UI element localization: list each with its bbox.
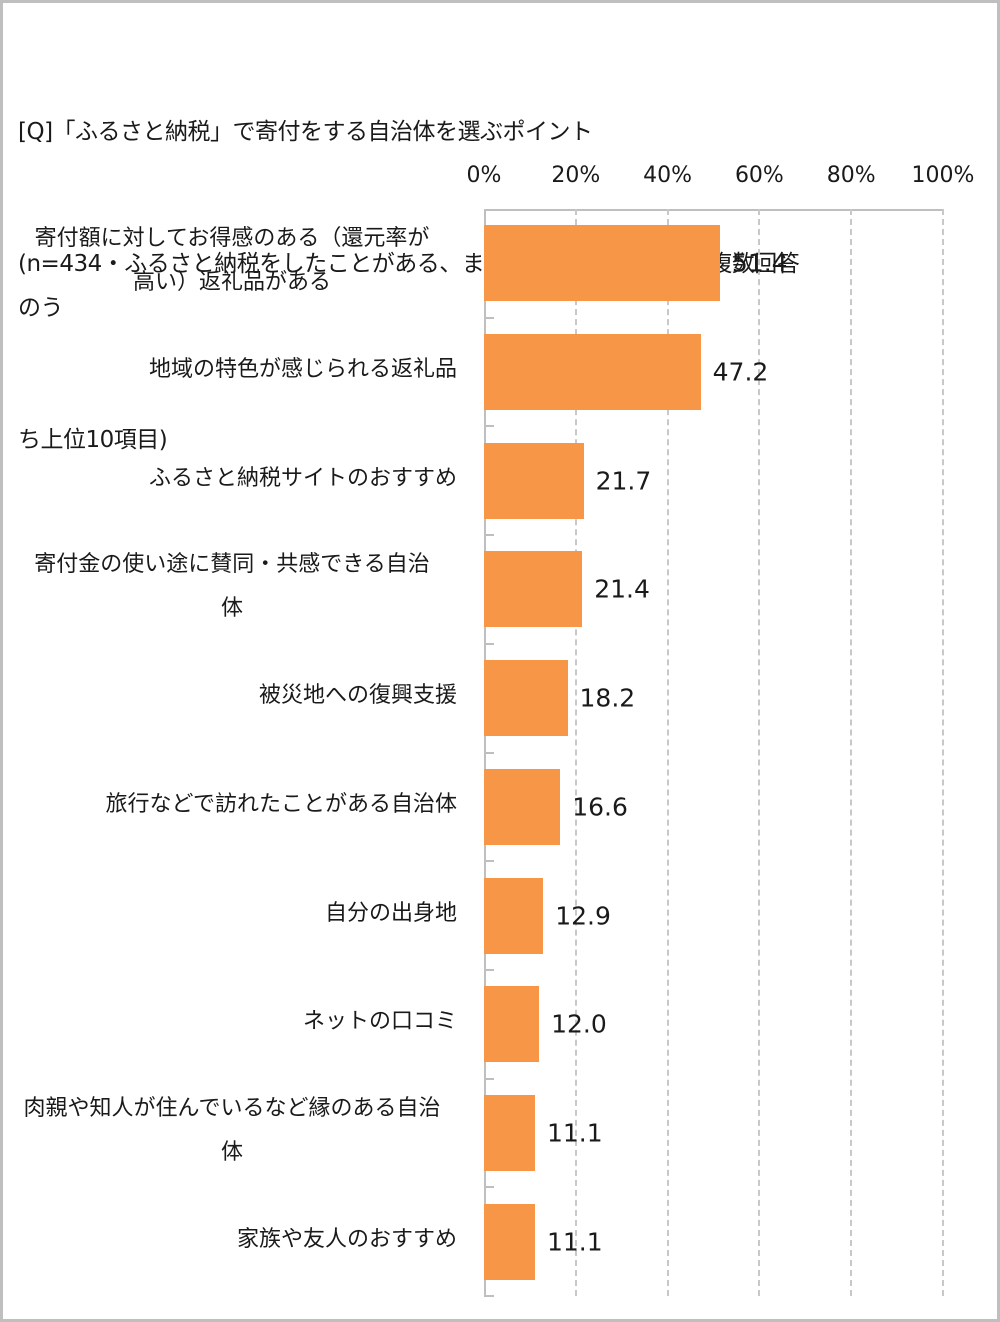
category-label: 寄付金の使い途に賛同・共感できる自治体 [7,543,457,631]
bar [484,334,701,411]
category-tick [484,425,494,428]
category-label-line-1: 自分の出身地 [324,900,457,926]
category-label: 被災地への復興支援 [7,674,457,718]
category-label-line-1: ふるさと納税サイトのおすすめ [148,465,457,491]
data-label: 16.6 [572,792,628,822]
title-line-1: [Q]「ふるさと納税」で寄付をする自治体を選ぶポイント [18,119,593,145]
category-label-line-1: 地域の特色が感じられる返礼品 [148,357,457,383]
category-label-line-1: 寄付金の使い途に賛同・共感できる自治 [34,552,430,578]
category-label-line-1: 被災地への復興支援 [258,683,457,709]
category-label: 旅行などで訪れたことがある自治体 [7,783,457,827]
data-label: 12.9 [555,901,611,931]
data-label: 12.0 [551,1009,607,1039]
category-tick [484,1077,494,1080]
data-label: 51.4 [731,248,788,278]
gridline [850,209,853,1296]
x-tick-label: 40% [643,163,693,188]
gridline [758,209,761,1296]
bar [484,660,568,737]
x-tick-label: 60% [734,163,784,188]
category-tick [484,968,494,971]
category-label-line-2: 体 [220,596,243,622]
category-label: ふるさと納税サイトのおすすめ [7,457,457,501]
bar [484,225,720,302]
x-tick-label: 20% [551,163,601,188]
data-label: 21.7 [595,466,652,496]
category-label: 寄付額に対してお得感のある（還元率が 高い）返礼品がある [7,217,457,305]
category-label: 家族や友人のおすすめ [7,1218,457,1262]
category-label: ネットの口コミ [7,1000,457,1044]
x-tick-label: 80% [826,163,876,188]
data-label: 11.1 [546,1227,603,1257]
category-tick [484,1186,494,1189]
bar [484,1094,535,1171]
bar [484,768,561,845]
bar [484,551,583,628]
gridline [942,209,944,1296]
category-label-line-2: 体 [220,1139,243,1165]
x-tick-label: 100% [911,163,975,188]
plot-top-border [484,209,943,211]
gridline [574,209,577,1296]
data-label: 47.2 [712,357,769,387]
data-label: 21.4 [594,574,650,604]
category-label-line-1: ネットの口コミ [302,1009,457,1035]
bar [484,442,584,519]
category-label: 自分の出身地 [7,892,457,936]
category-tick [484,534,494,537]
bar [484,1203,535,1280]
category-label-line-1: 寄付額に対してお得感のある（還元率が [34,226,430,252]
title-line-3: ち上位10項目) [18,427,168,453]
category-tick [484,1295,494,1297]
category-tick [484,751,494,754]
gridline [666,209,669,1296]
category-label: 肉親や知人が住んでいるなど縁のある自治体 [7,1087,457,1175]
category-label: 地域の特色が感じられる返礼品 [7,348,457,392]
category-label-line-1: 旅行などで訪れたことがある自治体 [105,791,457,817]
category-label-line-2: 高い）返礼品がある [132,270,331,296]
plot-area: 51.4 47.2 21.7 21.4 18.2 16.6 12.9 12.0 11.1 11.1 [484,209,944,1297]
x-tick-label: 0% [466,163,502,188]
data-label: 18.2 [579,683,636,713]
category-tick [484,860,494,863]
data-label: 11.1 [546,1118,603,1148]
bar [484,986,540,1063]
category-tick [484,642,494,645]
category-tick [484,316,494,319]
category-label-line-1: 肉親や知人が住んでいるなど縁のある自治 [23,1095,441,1121]
category-label-line-1: 家族や友人のおすすめ [236,1226,457,1252]
bar [484,877,544,954]
